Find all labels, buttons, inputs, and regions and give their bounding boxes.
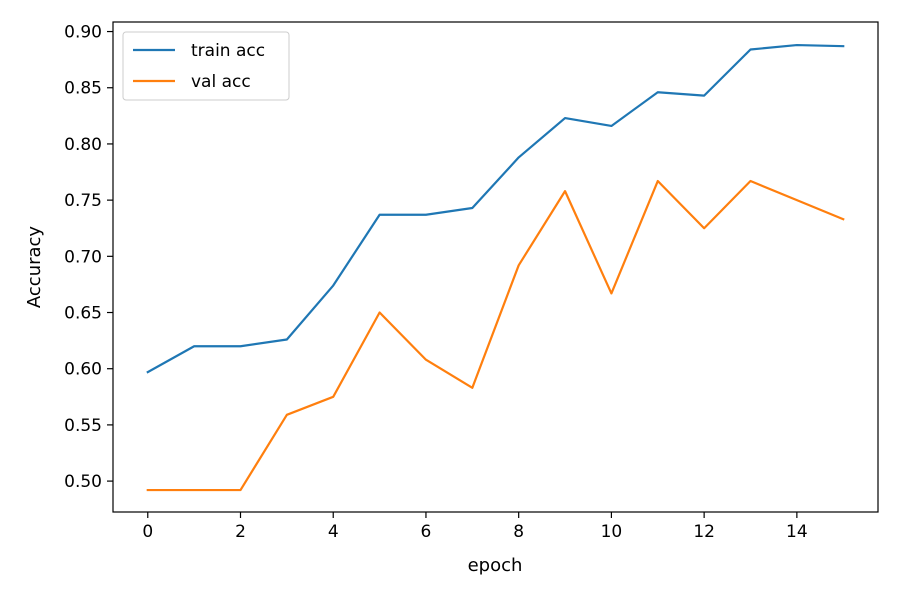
axes-background [113, 22, 878, 512]
x-axis-label: epoch [468, 555, 523, 576]
y-tick-label: 0.55 [64, 416, 102, 436]
x-tick-label: 10 [601, 522, 623, 542]
legend-entries: train acc val acc [133, 41, 265, 92]
x-tick-label: 14 [786, 522, 808, 542]
y-tick-label: 0.60 [64, 360, 102, 380]
y-tick-label: 0.65 [64, 304, 102, 324]
x-tick-label: 12 [693, 522, 715, 542]
y-tick-label: 0.75 [64, 191, 102, 211]
y-axis-label: Accuracy [24, 226, 45, 309]
series-line-1 [146, 179, 845, 492]
legend-label: train acc [191, 41, 265, 61]
axes-frame [112, 21, 879, 513]
x-axis-ticks: 0 2 4 6 8 10 12 14 [142, 512, 808, 542]
y-tick-label: 0.80 [64, 135, 102, 155]
x-tick-label: 6 [421, 522, 432, 542]
y-tick-label: 0.85 [64, 79, 102, 99]
x-tick-label: 0 [142, 522, 153, 542]
series-line-0 [146, 43, 845, 374]
y-tick-label: 0.70 [64, 247, 102, 267]
legend-label: val acc [191, 72, 251, 92]
x-tick-label: 4 [328, 522, 339, 542]
legend: train acc val acc [122, 31, 290, 101]
x-tick-label: 8 [513, 522, 524, 542]
y-tick-label: 0.90 [64, 23, 102, 43]
x-tick-label: 2 [235, 522, 246, 542]
y-axis-ticks: 0.50 0.55 0.60 0.65 0.70 0.75 0.80 0.85 0.90 [64, 23, 113, 492]
series-layer [146, 43, 845, 492]
y-tick-label: 0.50 [64, 472, 102, 492]
plot-area [113, 22, 878, 512]
